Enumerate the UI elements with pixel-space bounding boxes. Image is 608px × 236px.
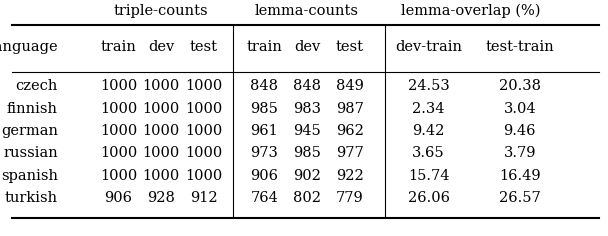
- Text: 16.49: 16.49: [499, 169, 541, 183]
- Text: 779: 779: [336, 191, 364, 205]
- Text: 1000: 1000: [100, 169, 137, 183]
- Text: 1000: 1000: [142, 79, 180, 93]
- Text: 1000: 1000: [100, 101, 137, 116]
- Text: german: german: [1, 124, 58, 138]
- Text: test: test: [336, 40, 364, 54]
- Text: 945: 945: [293, 124, 321, 138]
- Text: 1000: 1000: [185, 169, 223, 183]
- Text: 922: 922: [336, 169, 364, 183]
- Text: 1000: 1000: [142, 124, 180, 138]
- Text: 902: 902: [293, 169, 321, 183]
- Text: 985: 985: [250, 101, 278, 116]
- Text: 20.38: 20.38: [499, 79, 541, 93]
- Text: turkish: turkish: [5, 191, 58, 205]
- Text: 3.79: 3.79: [503, 146, 536, 160]
- Text: 24.53: 24.53: [408, 79, 449, 93]
- Text: 912: 912: [190, 191, 218, 205]
- Text: 906: 906: [105, 191, 133, 205]
- Text: lemma-counts: lemma-counts: [255, 4, 359, 18]
- Text: lemma-overlap (%): lemma-overlap (%): [401, 4, 541, 18]
- Text: finnish: finnish: [7, 101, 58, 116]
- Text: test-train: test-train: [485, 40, 554, 54]
- Text: 973: 973: [250, 146, 278, 160]
- Text: 987: 987: [336, 101, 364, 116]
- Text: 1000: 1000: [100, 146, 137, 160]
- Text: dev: dev: [148, 40, 174, 54]
- Text: dev: dev: [294, 40, 320, 54]
- Text: 1000: 1000: [142, 101, 180, 116]
- Text: 906: 906: [250, 169, 278, 183]
- Text: 1000: 1000: [185, 101, 223, 116]
- Text: triple-counts: triple-counts: [114, 4, 209, 18]
- Text: 9.42: 9.42: [412, 124, 445, 138]
- Text: 1000: 1000: [100, 79, 137, 93]
- Text: 1000: 1000: [185, 124, 223, 138]
- Text: 1000: 1000: [185, 146, 223, 160]
- Text: 985: 985: [293, 146, 321, 160]
- Text: 2.34: 2.34: [412, 101, 445, 116]
- Text: 962: 962: [336, 124, 364, 138]
- Text: 977: 977: [336, 146, 364, 160]
- Text: 848: 848: [250, 79, 278, 93]
- Text: czech: czech: [15, 79, 58, 93]
- Text: 1000: 1000: [142, 169, 180, 183]
- Text: test: test: [190, 40, 218, 54]
- Text: 26.06: 26.06: [407, 191, 450, 205]
- Text: 802: 802: [293, 191, 321, 205]
- Text: 928: 928: [147, 191, 175, 205]
- Text: 961: 961: [250, 124, 278, 138]
- Text: spanish: spanish: [1, 169, 58, 183]
- Text: train: train: [246, 40, 283, 54]
- Text: train: train: [100, 40, 137, 54]
- Text: 1000: 1000: [142, 146, 180, 160]
- Text: Language: Language: [0, 40, 58, 54]
- Text: dev-train: dev-train: [395, 40, 462, 54]
- Text: russian: russian: [3, 146, 58, 160]
- Text: 26.57: 26.57: [499, 191, 541, 205]
- Text: 764: 764: [250, 191, 278, 205]
- Text: 9.46: 9.46: [503, 124, 536, 138]
- Text: 983: 983: [293, 101, 321, 116]
- Text: 1000: 1000: [100, 124, 137, 138]
- Text: 848: 848: [293, 79, 321, 93]
- Text: 3.04: 3.04: [503, 101, 536, 116]
- Text: 849: 849: [336, 79, 364, 93]
- Text: 3.65: 3.65: [412, 146, 445, 160]
- Text: 15.74: 15.74: [408, 169, 449, 183]
- Text: 1000: 1000: [185, 79, 223, 93]
